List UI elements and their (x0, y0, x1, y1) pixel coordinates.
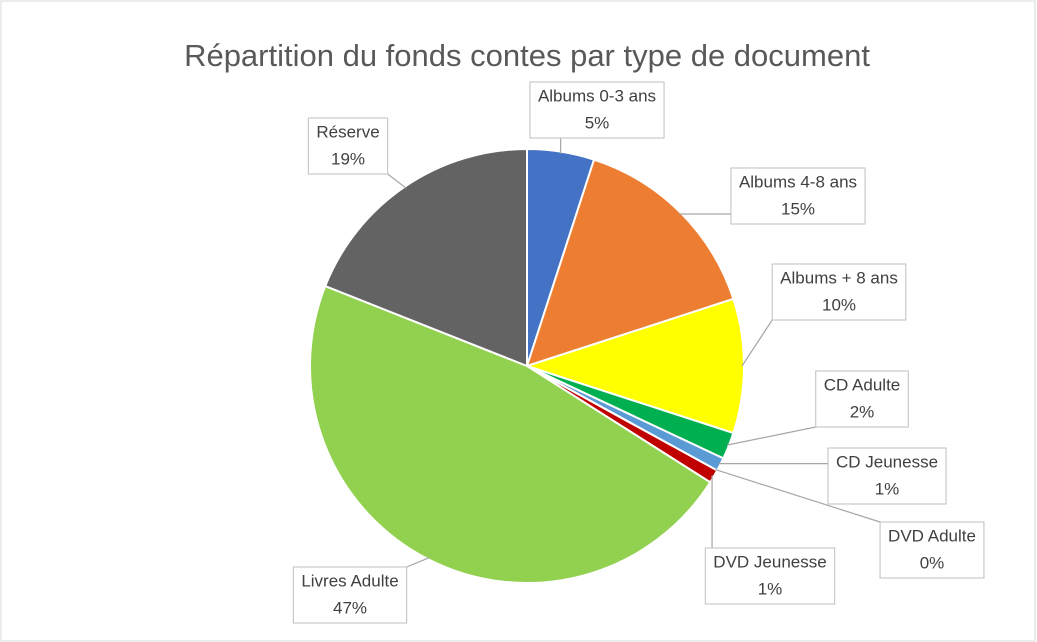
data-label-box (815, 370, 909, 428)
data-label-name: DVD Jeunesse (713, 552, 826, 571)
data-label-name: Livres Adulte (301, 571, 398, 590)
data-label-value: 5% (585, 113, 610, 132)
data-label-value: 0% (920, 553, 945, 572)
data-label-box (827, 447, 947, 505)
pie-slice (523, 297, 745, 435)
data-label-box (529, 81, 665, 139)
leader-line (387, 173, 407, 189)
data-label-value: 10% (822, 295, 856, 314)
leader-line (406, 557, 430, 568)
data-label-value: 19% (331, 149, 365, 168)
data-label-name: DVD Adulte (888, 526, 976, 545)
data-label-box (771, 263, 907, 321)
leader-line (715, 469, 881, 523)
leader-line (741, 319, 773, 367)
data-label-value: 1% (875, 479, 900, 498)
data-label-value: 15% (781, 199, 815, 218)
pie-slice (525, 158, 735, 368)
data-label-name: CD Adulte (824, 375, 901, 394)
data-label-value: 47% (333, 598, 367, 617)
data-label-name: Réserve (316, 122, 379, 141)
data-label-value: 2% (850, 402, 875, 421)
data-label-box (879, 521, 985, 579)
data-label-box (730, 167, 866, 225)
data-label-name: Albums + 8 ans (780, 268, 898, 287)
data-label-box (292, 566, 408, 624)
chart-title: Répartition du fonds contes par type de … (184, 38, 870, 73)
data-label-name: Albums 0-3 ans (538, 86, 656, 105)
data-label-name: CD Jeunesse (836, 452, 938, 471)
data-label-box (307, 117, 389, 175)
pie-slice (309, 284, 712, 584)
data-label-name: Albums 4-8 ans (739, 172, 857, 191)
data-label-value: 1% (758, 579, 783, 598)
leader-line (726, 426, 816, 446)
data-label-box (704, 547, 836, 605)
pie-slice (323, 147, 528, 368)
